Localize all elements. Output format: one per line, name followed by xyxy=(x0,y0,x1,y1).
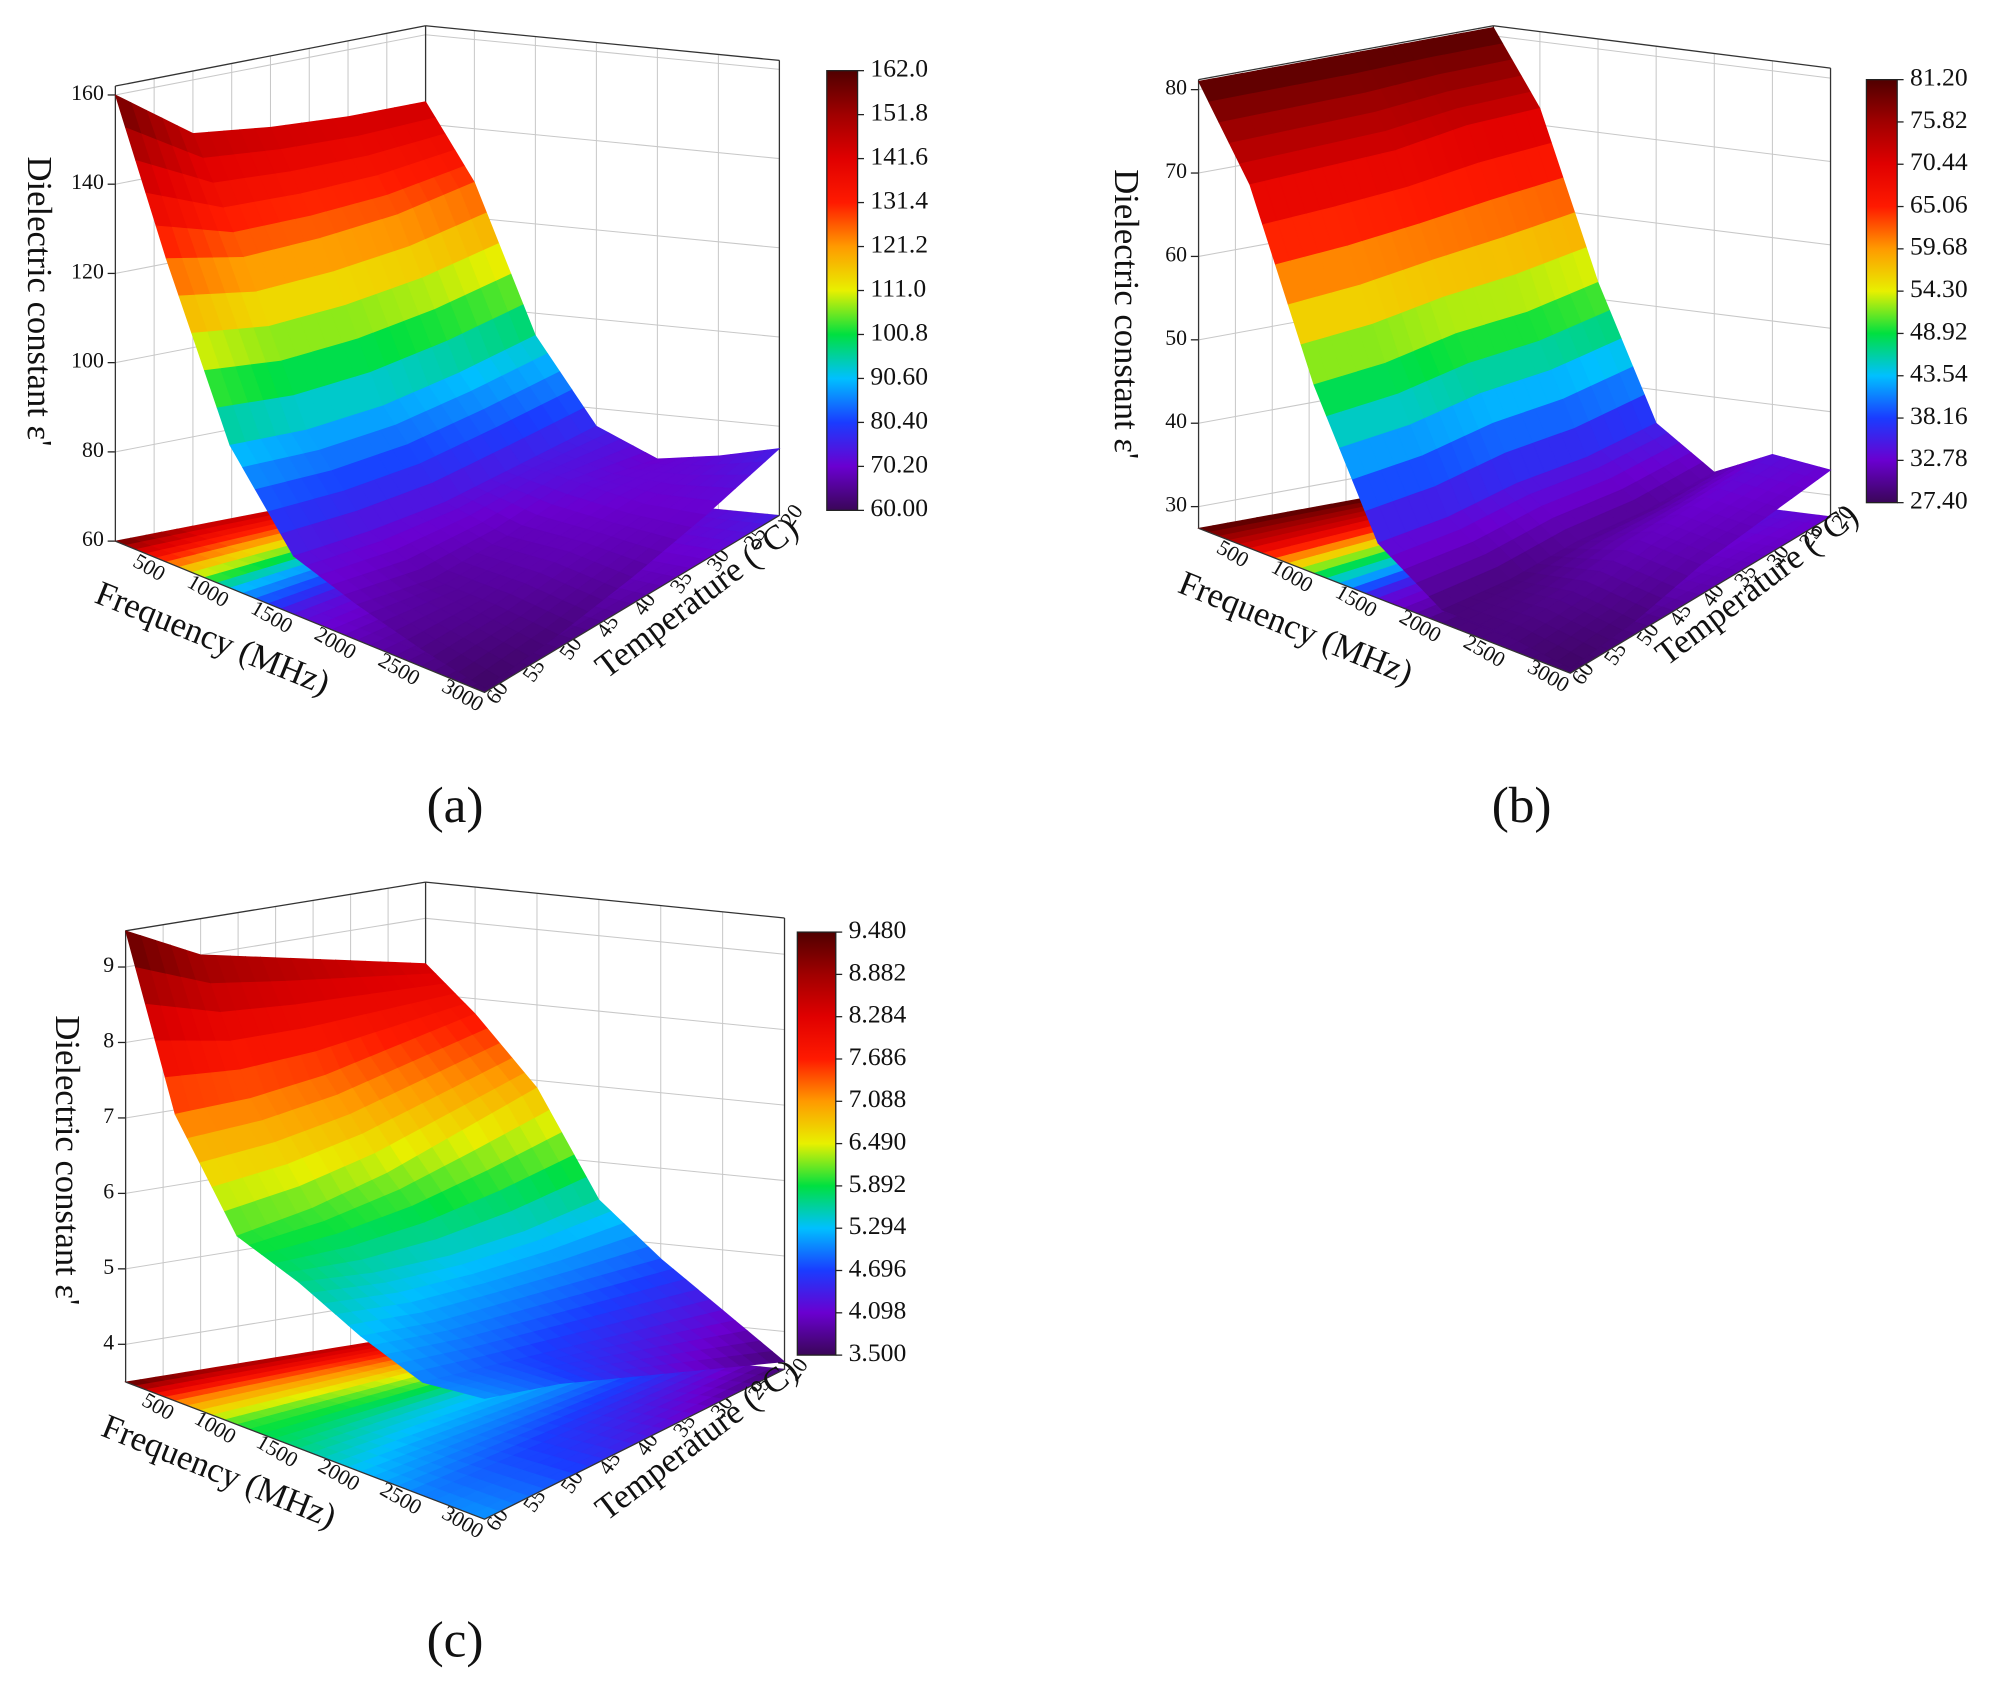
panel-label: (b) xyxy=(1492,777,1552,834)
colorbar-tick-label: 65.06 xyxy=(1910,189,1968,218)
colorbar-tick-label: 7.088 xyxy=(849,1084,907,1113)
frame-line xyxy=(1493,25,1831,69)
z-tick-label: 60 xyxy=(1165,242,1187,266)
z-axis-title: Dielectric constant ε' xyxy=(1107,169,1145,459)
z-tick-label: 30 xyxy=(1165,493,1187,517)
colorbar-tick-label: 131.4 xyxy=(870,185,928,214)
z-grid-line xyxy=(115,34,780,96)
colorbar-tick-label: 5.294 xyxy=(849,1211,907,1240)
colorbar-tick-label: 8.882 xyxy=(849,957,907,986)
colorbar-tick-label: 151.8 xyxy=(870,98,928,127)
colorbar-tick-label: 4.098 xyxy=(849,1296,907,1325)
colorbar-tick-label: 43.54 xyxy=(1910,359,1968,388)
frame-line xyxy=(425,25,780,62)
z-tick-label: 7 xyxy=(103,1104,114,1128)
frame-line xyxy=(1198,25,1494,81)
colorbar-tick-label: 59.68 xyxy=(1910,232,1968,261)
z-tick-label: 120 xyxy=(71,259,104,283)
colorbar-tick-label: 70.20 xyxy=(870,449,928,478)
colorbar-tick-label: 141.6 xyxy=(870,141,928,170)
z-tick-label: 140 xyxy=(71,170,104,194)
z-tick-label: 6 xyxy=(103,1179,114,1203)
panel: 3040506070805001000150020002500300020253… xyxy=(1107,25,1968,834)
colorbar-tick-label: 70.44 xyxy=(1910,147,1968,176)
colorbar-tick-label: 111.0 xyxy=(870,273,926,302)
colorbar xyxy=(826,70,859,511)
z-tick-label: 4 xyxy=(103,1330,114,1354)
axis-line xyxy=(115,514,780,694)
panel: 6080100120140160500100015002000250030002… xyxy=(20,25,928,834)
z-tick-label: 80 xyxy=(1165,76,1187,100)
panel-label: (c) xyxy=(427,1612,484,1669)
colorbar-tick-label: 7.686 xyxy=(849,1042,907,1071)
frame-line xyxy=(115,25,426,87)
z-tick-label: 50 xyxy=(1165,326,1187,350)
frame-line xyxy=(425,881,785,919)
colorbar-tick-label: 75.82 xyxy=(1910,105,1968,134)
colorbar-tick-label: 121.2 xyxy=(870,229,928,258)
colorbar-tick-label: 4.696 xyxy=(849,1253,907,1282)
colorbar-tick-label: 3.500 xyxy=(849,1338,907,1367)
colorbar-tick-label: 27.40 xyxy=(1910,486,1968,515)
colorbar-tick-label: 9.480 xyxy=(849,915,907,944)
z-tick-label: 70 xyxy=(1165,159,1187,183)
colorbar-tick-label: 5.892 xyxy=(849,1169,907,1198)
colorbar-tick-label: 8.284 xyxy=(849,1000,907,1029)
colorbar-tick-label: 6.490 xyxy=(849,1126,907,1155)
z-tick-label: 100 xyxy=(71,349,104,373)
panel-label: (a) xyxy=(427,777,484,834)
surface-patch xyxy=(471,669,500,689)
colorbar-tick-label: 38.16 xyxy=(1910,401,1968,430)
colorbar-tick-label: 54.30 xyxy=(1910,274,1968,303)
z-tick-label: 160 xyxy=(71,81,104,105)
z-tick-label: 60 xyxy=(82,527,104,551)
colorbar-tick-label: 100.8 xyxy=(870,317,928,346)
colorbar-tick-label: 80.40 xyxy=(870,405,928,434)
colorbar-tick-label: 162.0 xyxy=(870,54,928,83)
z-tick-label: 9 xyxy=(103,953,114,977)
colorbar-tick-label: 90.60 xyxy=(870,361,928,390)
colorbar-tick-label: 48.92 xyxy=(1910,316,1968,345)
colorbar-tick-label: 32.78 xyxy=(1910,443,1968,472)
colorbar-tick-label: 60.00 xyxy=(870,493,928,522)
colorbar-tick-label: 81.20 xyxy=(1910,63,1968,92)
z-tick-label: 80 xyxy=(82,438,104,462)
z-tick-label: 5 xyxy=(103,1255,114,1279)
z-axis-title: Dielectric constant ε' xyxy=(48,1015,86,1305)
colorbar xyxy=(796,931,837,1356)
z-axis-title: Dielectric constant ε' xyxy=(20,156,58,446)
colorbar xyxy=(1865,78,1898,504)
z-tick-label: 40 xyxy=(1165,409,1187,433)
z-tick-label: 8 xyxy=(103,1028,114,1052)
